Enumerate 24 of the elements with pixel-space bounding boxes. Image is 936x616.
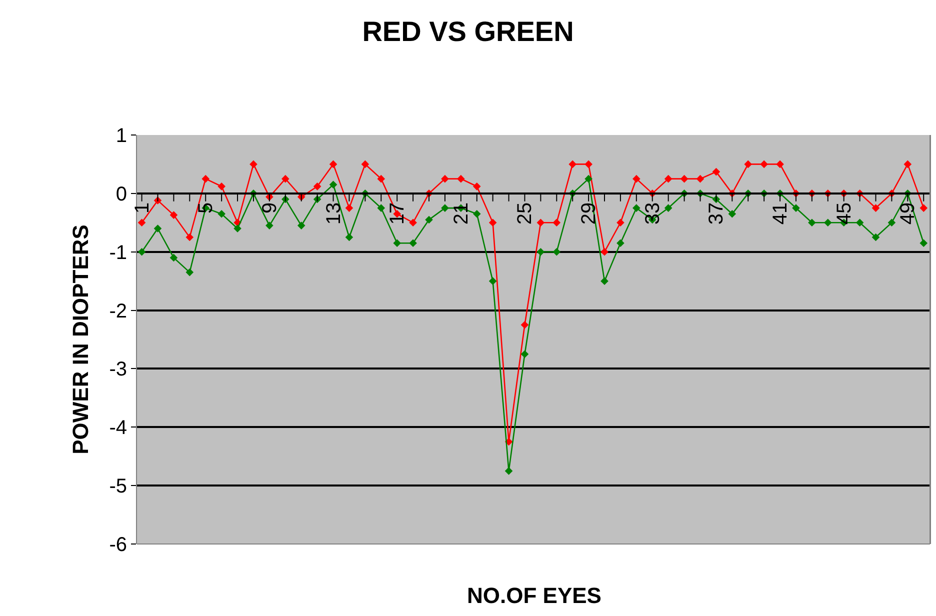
y-tick-label: -5 [109, 476, 127, 498]
y-axis-title: POWER IN DIOPTERS [68, 224, 94, 454]
y-tick-label: -2 [109, 300, 127, 322]
y-tick-label: 1 [116, 125, 127, 147]
y-tick-label: 0 [116, 183, 127, 206]
x-tick-label: 49 [897, 202, 920, 225]
x-tick-label: 41 [770, 202, 792, 225]
x-tick-label: 21 [450, 202, 472, 225]
x-axis-title: NO.OF EYES [467, 583, 602, 608]
x-tick-label: 37 [706, 202, 728, 225]
y-tick-label: -4 [109, 417, 127, 440]
x-tick-label: 25 [514, 202, 536, 225]
chart-title: RED VS GREEN [362, 16, 574, 48]
x-tick-label: 29 [578, 202, 600, 225]
y-tick-label: -6 [109, 534, 127, 556]
x-tick-label: 17 [386, 202, 409, 225]
y-tick-label: -1 [109, 242, 127, 264]
x-tick-label: 33 [642, 202, 664, 225]
x-tick-label: 9 [258, 202, 281, 214]
x-tick-label: 13 [322, 202, 345, 225]
y-tick-label: -3 [109, 358, 127, 381]
x-tick-label: 5 [195, 202, 218, 214]
x-tick-label: 45 [833, 202, 856, 225]
x-tick-label: 1 [131, 202, 154, 214]
